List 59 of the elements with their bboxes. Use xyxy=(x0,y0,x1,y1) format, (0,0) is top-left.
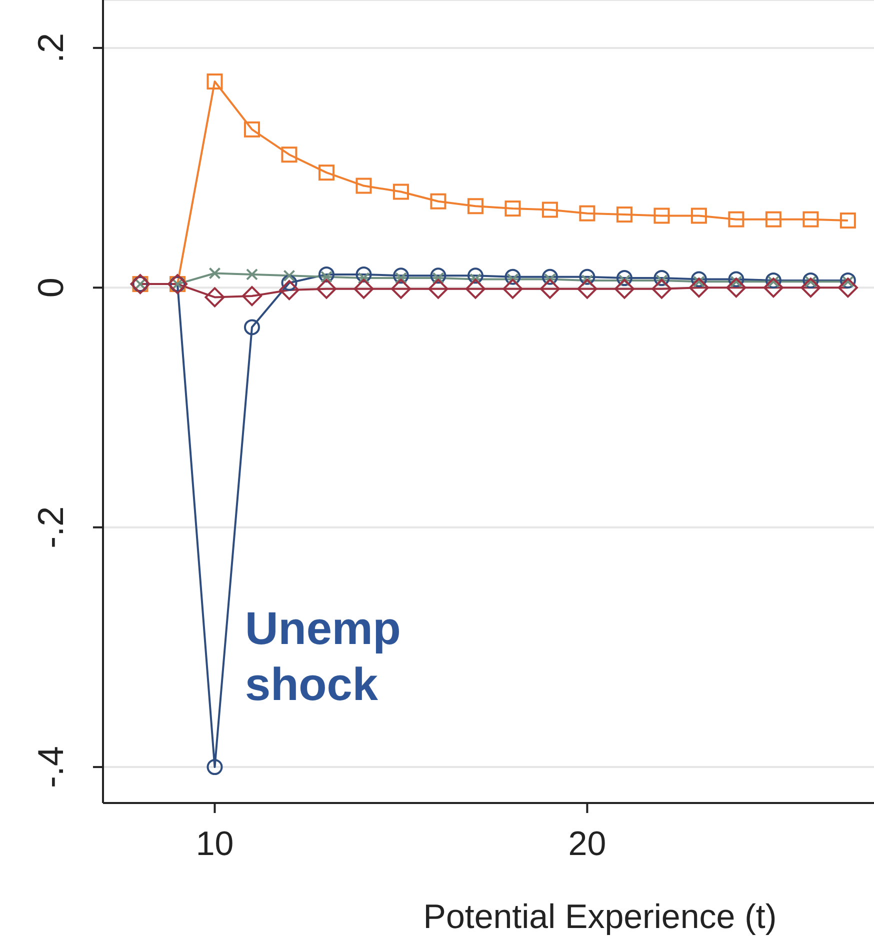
point xyxy=(428,278,448,299)
point xyxy=(356,266,372,282)
point xyxy=(356,178,372,194)
point xyxy=(281,146,298,163)
y-tick-label: -.2 xyxy=(30,506,71,548)
point xyxy=(318,266,334,282)
x-tick-label: 10 xyxy=(196,825,234,863)
point xyxy=(279,280,300,300)
point xyxy=(392,268,409,284)
point xyxy=(579,268,596,285)
point xyxy=(206,759,223,776)
point xyxy=(206,74,223,90)
point xyxy=(504,268,521,285)
point xyxy=(430,193,446,210)
point xyxy=(244,121,260,138)
point xyxy=(504,200,521,217)
y-tick-label: -.4 xyxy=(30,746,71,788)
point xyxy=(242,286,262,306)
point xyxy=(467,198,484,214)
point xyxy=(690,208,707,224)
point xyxy=(542,268,558,285)
point xyxy=(579,205,596,222)
point xyxy=(616,206,632,223)
annotation: Unemp shock xyxy=(245,601,402,712)
x-tick-label: 20 xyxy=(568,825,606,863)
y-tick-label: 0 xyxy=(30,278,71,298)
point xyxy=(616,270,632,286)
point xyxy=(204,287,225,308)
point xyxy=(728,211,744,228)
point xyxy=(652,278,672,299)
point xyxy=(430,268,446,284)
point xyxy=(800,278,821,298)
point xyxy=(246,268,258,280)
point xyxy=(465,278,486,299)
point xyxy=(502,278,523,299)
point xyxy=(467,268,484,284)
point xyxy=(654,208,670,224)
point xyxy=(390,278,411,299)
point xyxy=(614,278,634,299)
point xyxy=(688,278,709,298)
point xyxy=(392,184,409,200)
point xyxy=(244,319,260,336)
x-axis-title: Potential Experience (t) xyxy=(422,898,778,937)
point xyxy=(283,270,296,282)
point xyxy=(802,211,819,228)
point xyxy=(765,211,782,228)
point xyxy=(838,278,858,298)
point xyxy=(540,278,560,299)
point xyxy=(318,164,334,181)
point xyxy=(726,278,746,298)
point xyxy=(840,212,856,229)
point xyxy=(316,278,336,299)
point xyxy=(542,202,558,218)
point xyxy=(208,267,221,280)
point xyxy=(763,278,784,298)
point xyxy=(654,270,670,286)
y-tick-label: .2 xyxy=(30,32,71,63)
point xyxy=(354,278,374,299)
point xyxy=(577,278,598,299)
